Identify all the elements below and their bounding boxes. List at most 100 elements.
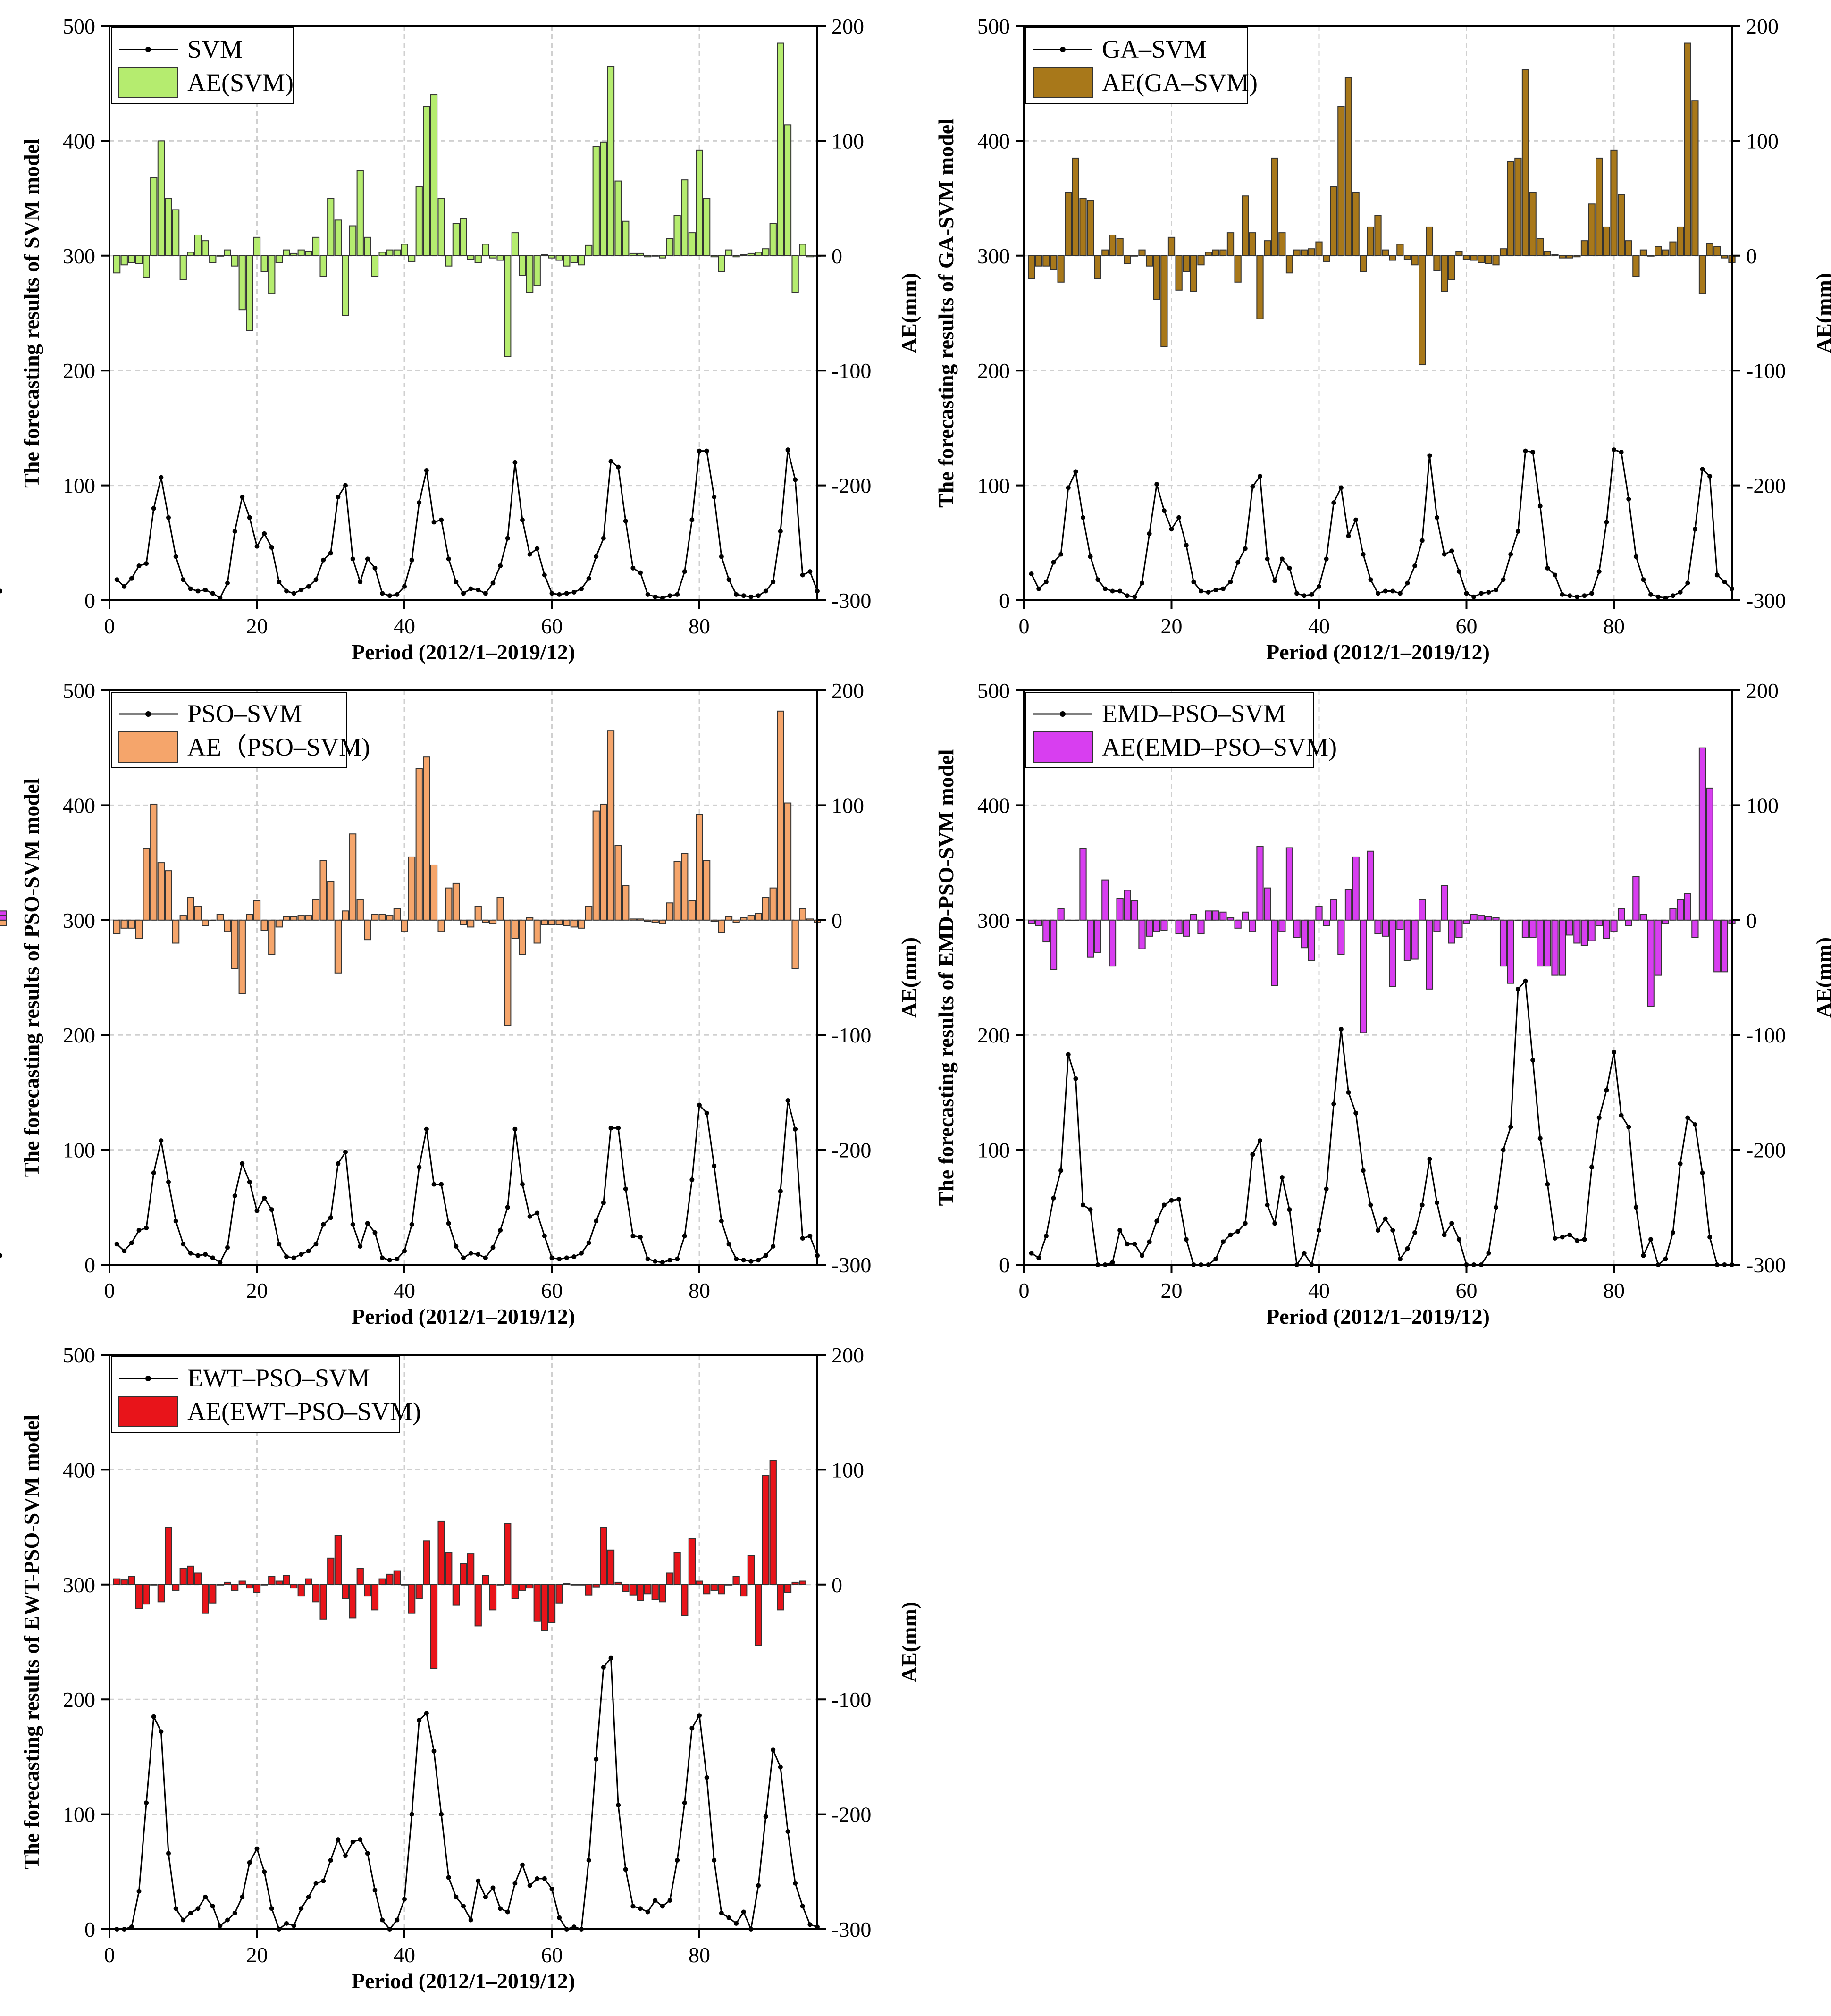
ae-bar [187,1565,194,1585]
forecast-point [1279,1175,1285,1180]
forecast-point [1633,554,1638,559]
ae-bar [1440,255,1448,292]
ae-bar [415,1584,423,1599]
ae-bar [342,1584,349,1599]
forecast-point [623,1186,628,1192]
ae-bar [600,1527,607,1585]
forecast-point [1058,552,1064,557]
ae-bar [179,255,187,280]
y2-tick-label: -300 [832,1917,871,1941]
forecast-point [807,1234,813,1239]
ae-bar [165,198,172,256]
ae-bar [1131,900,1139,921]
forecast-point [247,515,252,520]
forecast-point [1596,1115,1602,1120]
ae-bar [378,914,386,921]
ae-bar [120,1579,128,1585]
ae-bar [1580,919,1588,946]
ae-bar [710,919,718,922]
ae-bar [1566,919,1573,936]
plot-frame [1023,689,1733,1266]
forecast-point [1545,565,1550,571]
forecast-point [1456,1237,1461,1242]
ae-bar [1537,238,1544,256]
ae-bar [1514,919,1522,921]
forecast-point [365,1221,370,1226]
y-tick-label: 500 [977,14,1010,38]
forecast-point [564,591,569,596]
forecast-point [505,1205,510,1210]
ae-bar [526,1584,534,1589]
ae-bar [1027,255,1035,279]
ae-bar [334,219,342,256]
ae-bar [1285,255,1293,274]
ae-bar [1381,919,1389,937]
forecast-point [542,1876,547,1881]
ae-bar [1566,255,1573,259]
y2-tick-label: 200 [1746,14,1779,38]
ae-bar [1662,919,1670,924]
forecast-point [645,592,650,597]
ae-bar [1197,255,1205,266]
forecast-point [247,1860,252,1865]
forecast-point [1235,560,1241,565]
forecast-point [306,1894,311,1899]
ae-bar [1698,255,1706,294]
ae-bar [157,1584,165,1603]
ae-bar [342,910,349,921]
ae-bar [135,1584,143,1609]
ae-bar [1455,919,1463,938]
forecast-point [571,589,577,595]
x-axis-title: Period (2012/1–2019/12) [352,1304,575,1328]
forecast-point [1648,592,1654,597]
x-tick-label: 20 [1161,614,1183,638]
forecast-point [1361,552,1366,557]
forecast-point [741,1258,746,1263]
ae-bar [1492,917,1500,921]
ae-bar [1212,249,1219,256]
legend: EWT–PSO–SVM AE(EWT–PSO–SVM) [111,1356,421,1433]
ae-bar [1271,157,1278,256]
forecast-point [254,544,260,549]
y2-tick-label: 0 [1746,908,1757,932]
legend-box [1025,27,1248,104]
y2-tick-label: 100 [832,1458,864,1482]
forecast-point [1692,527,1697,532]
ae-bar [1204,910,1212,921]
forecast-point [151,1170,156,1176]
ae-bar [489,255,497,259]
forecast-point [527,552,532,557]
x-tick-label: 0 [104,1278,115,1302]
forecast-point [461,1255,466,1260]
ae-bar [474,1584,482,1627]
ae-bar [1322,919,1330,926]
ae-bar [1551,254,1559,256]
ae-bar [157,140,165,256]
forecast-point [542,572,547,578]
ae-bar [1426,226,1434,256]
forecast-point [1095,577,1100,582]
ae-bar [629,918,637,921]
ae-bar [504,919,512,1026]
ae-bar [1337,919,1345,955]
forecast-point [1700,467,1705,472]
forecast-point [1302,1251,1307,1256]
ae-bar [1499,248,1507,256]
ae-bar [1293,919,1301,938]
forecast-point [299,1906,304,1911]
ae-bar [1521,69,1529,256]
ae-bar [681,1584,689,1616]
forecast-point [1390,588,1395,594]
forecast-point [498,1906,503,1911]
ae-bar [179,1568,187,1585]
forecast-point [630,565,636,571]
ae-bar [319,1584,327,1620]
ae-bar [755,1584,762,1646]
forecast-point [166,1179,171,1184]
forecast-point [1574,594,1579,599]
forecast-point [756,1258,761,1263]
forecast-point [218,1923,223,1928]
ae-bar [784,124,792,256]
ae-bar [570,255,578,263]
forecast-point [1132,594,1137,599]
